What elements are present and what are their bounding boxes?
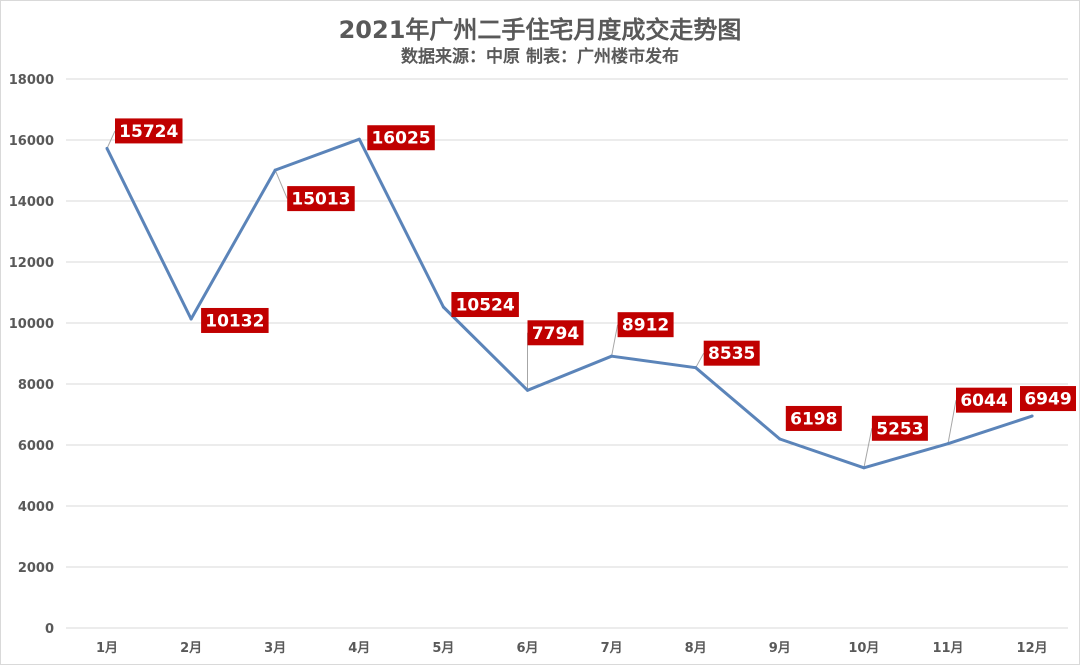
y-tick-label: 14000 [9,195,54,210]
x-tick-label: 10月 [848,641,879,656]
data-point [526,388,529,392]
data-label-bg [451,292,519,318]
chart-title: 2021年广州二手住宅月度成交走势图 [338,16,742,44]
data-point [694,366,698,370]
data-label: 6198 [790,409,837,429]
data-label-bg [115,118,183,144]
label-leader-line [947,400,957,444]
y-tick-label: 8000 [18,378,54,393]
data-point [273,168,277,172]
y-tick-label: 16000 [9,134,54,149]
label-leader-line [106,130,116,149]
x-tick-label: 3月 [264,641,286,656]
data-point [862,466,866,470]
y-tick-label: 18000 [9,73,54,88]
label-leader-line [695,352,705,368]
data-label-bg [367,125,435,151]
data-point [441,305,445,309]
data-label: 15013 [291,190,350,210]
data-label: 5253 [876,419,923,439]
series-line [105,137,1033,470]
y-tick-label: 0 [45,622,54,637]
label-leader-line [274,169,288,199]
data-label-bg [617,312,674,338]
data-label: 8912 [622,316,669,336]
y-tick-label: 10000 [9,317,54,332]
x-tick-label: 4月 [348,641,370,656]
x-tick-label: 2月 [180,641,202,656]
data-labels: 15724 10132 15013 16025 10524 7794 8912 8535 619… [115,118,1076,441]
data-label-bg [1020,386,1076,412]
chart-subtitle: 数据来源：中原 制表：广州楼市发布 [401,47,679,67]
data-point [946,442,950,446]
x-tick-label: 5月 [432,641,454,656]
data-label-bg [201,307,269,333]
data-label: 8535 [708,344,755,364]
data-point [357,137,361,141]
gridlines [66,78,1068,629]
data-label: 16025 [371,129,430,149]
data-point [105,146,109,150]
x-tick-label: 9月 [769,641,791,656]
data-point [610,354,614,358]
data-label: 6044 [960,391,1007,411]
x-tick-label: 1月 [96,641,118,656]
data-label: 7794 [532,324,579,344]
y-tick-label: 12000 [9,256,54,271]
data-label-bg [287,186,355,212]
x-axis-ticks: 1月 2月 3月 4月 5月 6月 7月 8月 9月 10月 11月 12月 [96,641,1048,656]
y-tick-label: 6000 [18,439,54,454]
data-label-bg [703,340,760,366]
data-label: 15724 [119,122,178,142]
data-point [1030,414,1034,418]
x-tick-label: 6月 [516,641,538,656]
label-leader-line [611,324,619,357]
y-tick-label: 4000 [18,500,54,515]
y-axis-ticks: 0 2000 4000 6000 8000 10000 12000 14000 16000 180… [9,73,54,637]
data-point [189,317,193,321]
y-tick-label: 2000 [18,561,54,576]
x-tick-label: 8月 [685,641,707,656]
data-label: 6949 [1024,390,1071,410]
data-label: 10132 [205,311,264,331]
data-label-bg [871,415,928,441]
data-label-bg [956,387,1012,413]
series-line-group [105,137,1034,470]
data-point [778,437,782,441]
label-leader-line [863,428,873,468]
data-label: 10524 [456,296,515,316]
x-tick-label: 7月 [601,641,623,656]
data-label-bg [785,405,842,431]
data-label-bg [527,320,584,346]
x-tick-label: 11月 [932,641,963,656]
x-tick-label: 12月 [1017,641,1048,656]
